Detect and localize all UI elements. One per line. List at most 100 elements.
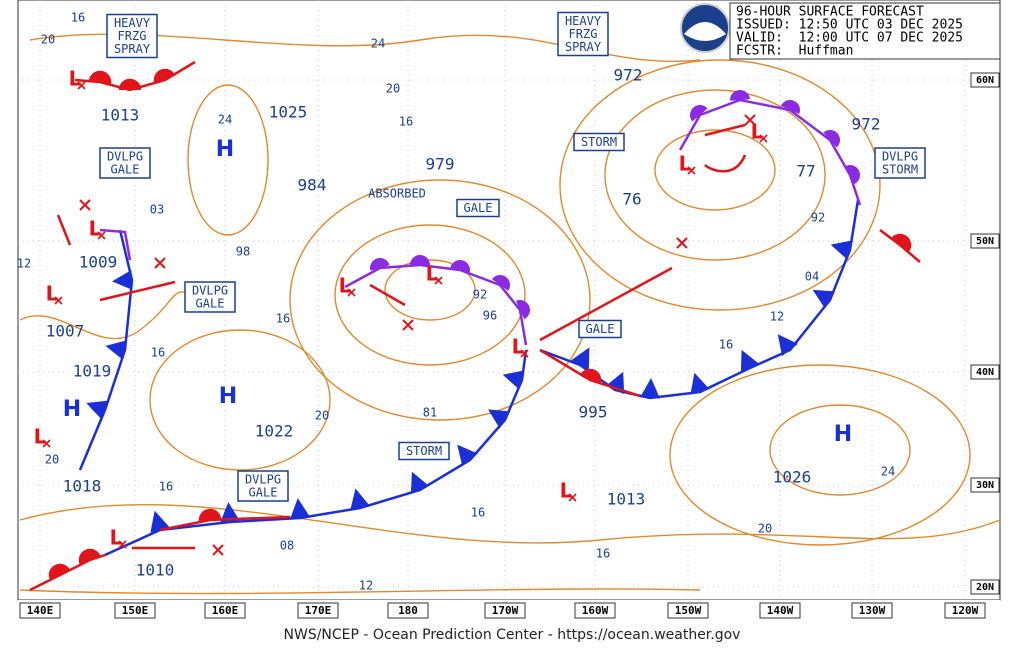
pressure-label: 81 bbox=[423, 406, 437, 420]
longitude-label: 170W bbox=[492, 604, 519, 617]
lat-label-box bbox=[970, 364, 1000, 380]
warning-text: DVLPG bbox=[882, 150, 918, 164]
pressure-label: 04 bbox=[805, 270, 819, 284]
pressure-label: 03 bbox=[150, 203, 164, 217]
longitude-label: 170E bbox=[305, 604, 332, 617]
pressure-label: 92 bbox=[473, 288, 487, 302]
longitude-label: 150E bbox=[122, 604, 149, 617]
lon-label-box bbox=[759, 602, 801, 619]
low-x bbox=[118, 540, 127, 549]
isobar-label: 12 bbox=[770, 310, 784, 324]
pressure-label: 1026 bbox=[773, 468, 812, 487]
low-x bbox=[77, 81, 86, 90]
isobar-label: 16 bbox=[151, 346, 165, 360]
high-center: H bbox=[219, 384, 237, 409]
isobar-label: 24 bbox=[218, 113, 232, 127]
low-x bbox=[97, 231, 106, 240]
warning-box bbox=[398, 441, 450, 461]
map-frame bbox=[17, 0, 1001, 601]
low-center: L bbox=[89, 217, 102, 241]
longitude-label: 150W bbox=[675, 604, 702, 617]
pressure-label: 76 bbox=[622, 190, 641, 209]
warning-text: GALE bbox=[586, 322, 615, 336]
pressure-label: 995 bbox=[579, 403, 608, 422]
isobar-label: 20 bbox=[386, 82, 400, 96]
pressure-label: 1009 bbox=[79, 253, 118, 272]
lon-label-box bbox=[204, 602, 246, 619]
pressure-label: 1013 bbox=[101, 106, 140, 125]
warning-text: SPRAY bbox=[565, 40, 602, 54]
warning-text: HEAVY bbox=[565, 14, 602, 28]
longitude-label: 140E bbox=[27, 604, 54, 617]
low-center: L bbox=[751, 120, 764, 144]
high-center: H bbox=[834, 422, 852, 447]
low-x bbox=[347, 288, 356, 297]
warning-text: DVLPG bbox=[107, 150, 143, 164]
warning-text: STORM bbox=[882, 163, 918, 177]
warning-box bbox=[573, 132, 625, 152]
header-line: 96-HOUR SURFACE FORECAST bbox=[736, 5, 924, 20]
header-line: ISSUED: 12:50 UTC 03 DEC 2025 bbox=[736, 18, 963, 33]
pressure-label: 1010 bbox=[136, 561, 175, 580]
isobar-label: 12 bbox=[359, 579, 373, 593]
low-center: L bbox=[339, 274, 352, 298]
isobar-label: 24 bbox=[371, 37, 385, 51]
noaa-logo bbox=[680, 3, 730, 53]
lat-label-box bbox=[970, 477, 1000, 493]
warning-box bbox=[99, 147, 151, 179]
footer: NWS/NCEP - Ocean Prediction Center - htt… bbox=[284, 627, 741, 643]
latitude-label: 20N bbox=[976, 582, 994, 593]
pressure-label: 96 bbox=[483, 309, 497, 323]
low-center: L bbox=[560, 479, 573, 503]
warning-box bbox=[184, 281, 236, 313]
lat-label-box bbox=[970, 72, 1000, 88]
pressure-label: 1022 bbox=[255, 422, 294, 441]
low-x bbox=[42, 439, 51, 448]
longitude-label: 130W bbox=[859, 604, 886, 617]
warning-text: GALE bbox=[196, 297, 225, 311]
warning-box bbox=[874, 147, 926, 179]
low-x bbox=[759, 134, 768, 143]
pressure-label: 984 bbox=[298, 176, 327, 195]
pressure-label: 08 bbox=[280, 539, 294, 553]
low-x bbox=[520, 349, 529, 358]
warning-box bbox=[456, 198, 500, 218]
low-center: L bbox=[46, 282, 59, 306]
low-center: L bbox=[512, 335, 525, 359]
pressure-label: 1018 bbox=[63, 477, 102, 496]
lon-label-box bbox=[851, 602, 893, 619]
pressure-label: 1019 bbox=[73, 362, 112, 381]
low-center: L bbox=[679, 152, 692, 176]
isobar-label: 20 bbox=[45, 453, 59, 467]
lon-label-box bbox=[19, 602, 61, 619]
warning-text: GALE bbox=[249, 486, 278, 500]
low-x bbox=[568, 493, 577, 502]
header-line: FCSTR: Huffman bbox=[736, 44, 853, 59]
latitude-label: 40N bbox=[976, 367, 994, 378]
lat-label-box bbox=[970, 233, 1000, 249]
warning-text: STORM bbox=[581, 135, 617, 149]
low-x bbox=[434, 276, 443, 285]
isobar-label: 16 bbox=[471, 506, 485, 520]
pressure-label: 92 bbox=[811, 211, 825, 225]
warning-text: FRZG bbox=[569, 27, 598, 41]
forecast-positions bbox=[79, 114, 756, 556]
isobar-label: 20 bbox=[758, 522, 772, 536]
warning-text: FRZG bbox=[118, 29, 147, 43]
longitude-label: 140W bbox=[767, 604, 794, 617]
isobar-label: 24 bbox=[881, 465, 895, 479]
latitude-label: 50N bbox=[976, 236, 994, 247]
warning-box bbox=[578, 319, 622, 339]
lon-label-box bbox=[297, 602, 339, 619]
isobar-label: 16 bbox=[276, 312, 290, 326]
pressure-label: 1007 bbox=[46, 322, 85, 341]
isobar-label: 16 bbox=[596, 547, 610, 561]
isobar-label: 16 bbox=[719, 338, 733, 352]
low-center: L bbox=[426, 262, 439, 286]
pressure-label: 77 bbox=[796, 162, 815, 181]
isobar-label: 20 bbox=[315, 409, 329, 423]
latitude-label: 60N bbox=[976, 75, 994, 86]
latitude-label: 30N bbox=[976, 480, 994, 491]
pressure-label: 1013 bbox=[607, 490, 646, 509]
lon-label-box bbox=[387, 602, 429, 619]
